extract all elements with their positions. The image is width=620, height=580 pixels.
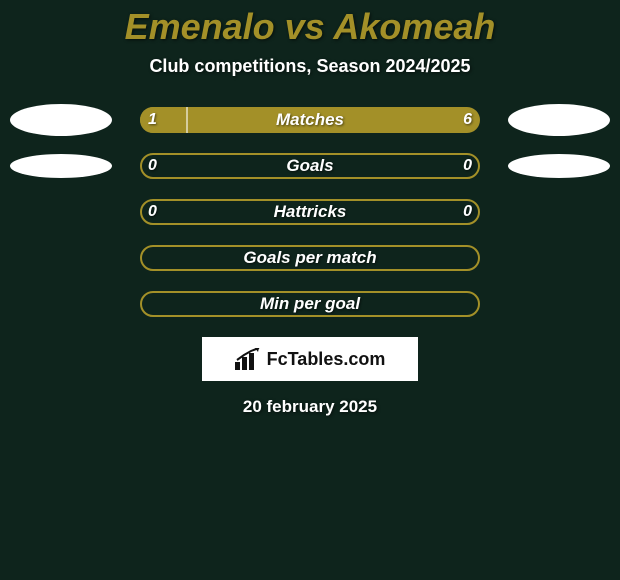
- brand-box: FcTables.com: [202, 337, 418, 381]
- player-lozenge-left: [10, 154, 112, 178]
- stat-value-right: 0: [463, 199, 472, 225]
- stat-row: Goals per match: [0, 245, 620, 271]
- stat-label: Goals per match: [140, 245, 480, 271]
- stat-label: Min per goal: [140, 291, 480, 317]
- brand-text: FcTables.com: [267, 349, 386, 370]
- stat-label: Goals: [140, 153, 480, 179]
- stat-row: Hattricks0 0: [0, 199, 620, 225]
- stat-value-left: 1: [148, 107, 157, 133]
- stat-value-left: 0: [148, 153, 157, 179]
- stat-label: Matches: [140, 107, 480, 133]
- stat-label: Hattricks: [140, 199, 480, 225]
- stat-row: Matches1 6: [0, 107, 620, 133]
- comparison-card: Emenalo vs Akomeah Club competitions, Se…: [0, 0, 620, 580]
- player-lozenge-right: [508, 104, 610, 136]
- stat-value-left: 0: [148, 199, 157, 225]
- stat-value-right: 6: [463, 107, 472, 133]
- stat-rows: Matches16Goals00Hattricks00Goals per mat…: [0, 107, 620, 317]
- snapshot-date: 20 february 2025: [0, 397, 620, 417]
- page-title: Emenalo vs Akomeah: [0, 0, 620, 48]
- subtitle: Club competitions, Season 2024/2025: [0, 56, 620, 77]
- brand-chart-icon: [235, 348, 261, 370]
- stat-value-right: 0: [463, 153, 472, 179]
- player-lozenge-left: [10, 104, 112, 136]
- stat-row: Goals0 0: [0, 153, 620, 179]
- stat-row: Min per goal: [0, 291, 620, 317]
- player-lozenge-right: [508, 154, 610, 178]
